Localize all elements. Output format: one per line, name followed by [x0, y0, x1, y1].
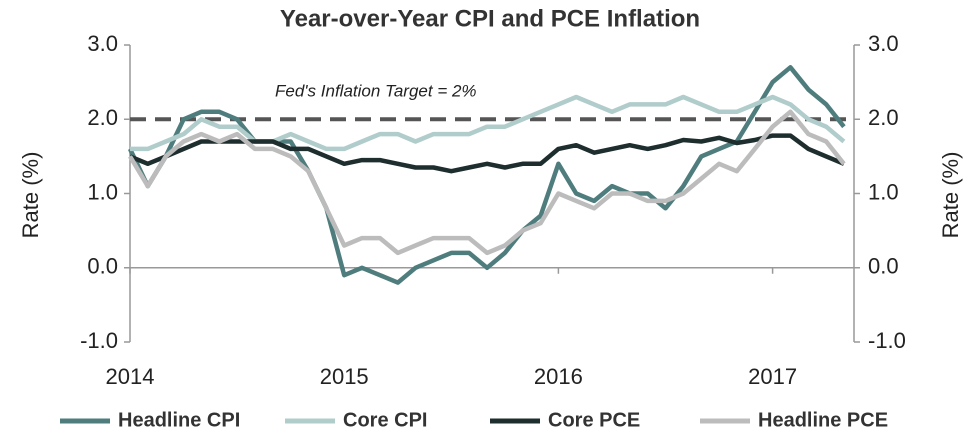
series-line	[130, 94, 846, 152]
x-tick-label: 2015	[320, 364, 369, 389]
y-tick-label: -1.0	[80, 328, 118, 353]
y2-tick-label: 0.0	[868, 254, 899, 279]
legend-label: Headline CPI	[118, 409, 240, 431]
x-tick-label: 2014	[106, 364, 155, 389]
y2-tick-label: -1.0	[868, 328, 906, 353]
y-tick-label: 1.0	[87, 179, 118, 204]
legend-label: Core PCE	[548, 409, 640, 431]
annotation: Fed's Inflation Target = 2%	[275, 82, 477, 101]
chart-title: Year-over-Year CPI and PCE Inflation	[280, 5, 700, 32]
legend-label: Core CPI	[343, 409, 427, 431]
legend-label: Headline PCE	[758, 409, 888, 431]
x-tick-label: 2016	[534, 364, 583, 389]
y-axis-label: Rate (%)	[18, 152, 43, 239]
y-tick-label: 2.0	[87, 105, 118, 130]
series-line	[128, 109, 846, 256]
y2-tick-label: 2.0	[868, 105, 899, 130]
y-tick-label: 0.0	[87, 254, 118, 279]
series-line	[129, 133, 845, 174]
y2-tick-label: 3.0	[868, 31, 899, 56]
y2-axis-label: Rate (%)	[938, 152, 963, 239]
x-tick-label: 2017	[748, 364, 797, 389]
y2-tick-label: 1.0	[868, 179, 899, 204]
y-tick-label: 3.0	[87, 31, 118, 56]
